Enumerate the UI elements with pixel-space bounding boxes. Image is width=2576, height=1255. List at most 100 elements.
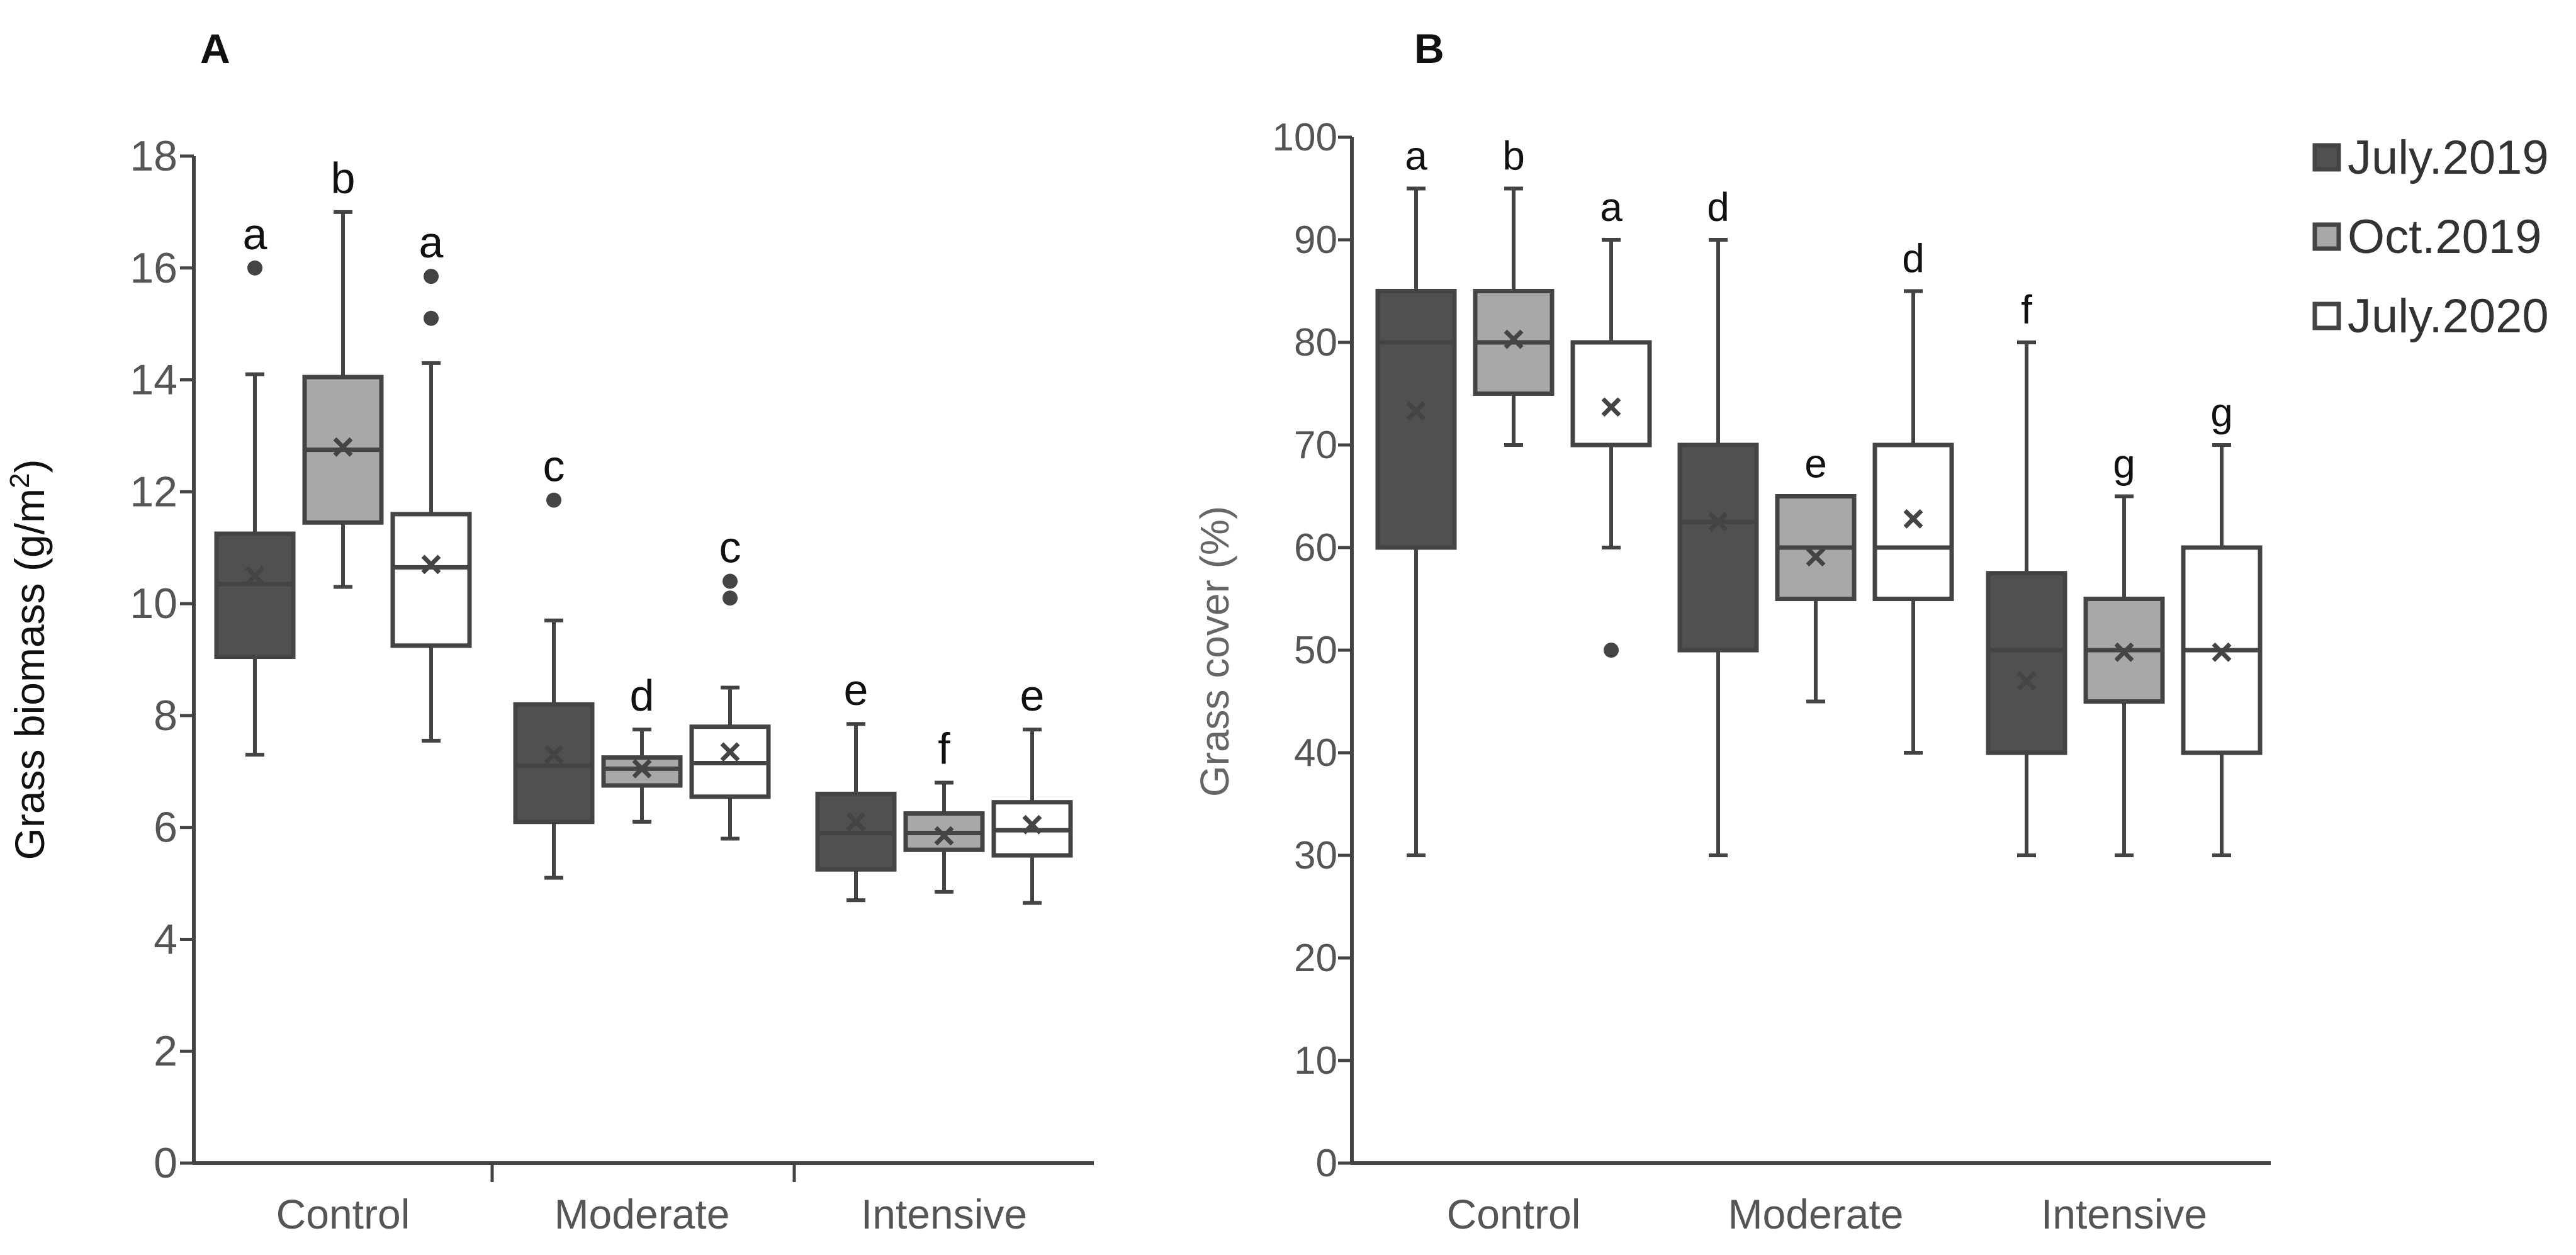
box-moderate-oct-2019: e [1775,441,1857,704]
y-tick-label: 90 [1294,218,1337,262]
significance-letter: f [2021,287,2032,332]
outlier-point [424,269,439,284]
box-moderate-oct-2019: d [601,671,683,824]
x-category-label-intensive: Intensive [861,1191,1027,1237]
y-axis-title: Grass cover (%) [1192,506,1237,797]
x-category-label-control: Control [1447,1191,1581,1237]
mean-marker [1022,814,1042,835]
significance-letter: d [630,671,655,720]
significance-letter: g [2210,390,2233,435]
x-category-label-moderate: Moderate [1728,1191,1904,1237]
mean-marker [846,812,866,832]
x-category-label-moderate: Moderate [554,1191,730,1237]
box-control-july-2019: a [1375,133,1457,857]
y-tick-label: 18 [130,132,177,180]
y-tick-label: 50 [1294,629,1337,672]
y-tick-label: 100 [1273,116,1337,159]
mean-marker [934,826,954,846]
outlier-point [247,260,262,276]
box-control-oct-2019: b [1473,133,1555,447]
box-iqr [1570,340,1652,447]
y-tick-label: 14 [130,356,177,404]
mean-marker [1406,401,1426,421]
outlier-point [1604,643,1619,658]
box-moderate-july-2019: c [513,442,595,880]
y-tick-label: 20 [1294,937,1337,980]
legend-label-july-2020: July.2020 [2348,290,2549,343]
significance-letter: e [844,665,869,714]
mean-marker [1601,397,1621,417]
y-tick-label: 10 [1294,1039,1337,1083]
mean-marker [1806,547,1826,567]
y-tick-label: 70 [1294,424,1337,467]
box-intensive-oct-2019: f [903,724,985,894]
mean-marker [333,437,353,457]
box-moderate-july-2019: d [1677,184,1759,857]
y-tick-label: 12 [130,468,177,515]
outlier-point [723,573,738,589]
box-iqr [1986,571,2067,755]
significance-letter: d [1902,236,1925,281]
legend-swatch-july-2020 [2312,301,2341,330]
box-iqr [214,531,296,660]
mean-marker [632,758,652,779]
mean-marker [421,554,441,575]
box-intensive-july-2019: e [815,665,897,903]
panel-a: A 0 2 4 6 8 10 12 14 16 18 Control Moderate Intensive… [4,25,1094,1237]
legend: July.2019 Oct.2019 July.2020 [2312,131,2549,343]
outlier-point [424,310,439,326]
y-tick-label: 30 [1294,834,1337,877]
x-category-label-control: Control [276,1191,410,1237]
significance-letter: a [243,210,267,259]
mean-marker [2114,642,2134,662]
legend-swatch-july-2019 [2312,143,2341,172]
y-tick-label: 80 [1294,321,1337,364]
legend-label-oct-2019: Oct.2019 [2348,210,2541,264]
box-intensive-july-2020: e [991,671,1073,905]
x-category-label-intensive: Intensive [2041,1191,2207,1237]
legend-label-july-2019: July.2019 [2348,131,2549,184]
y-tick-label: 0 [1316,1142,1337,1185]
box-iqr [390,512,472,648]
y-tick-label: 10 [130,580,177,628]
significance-letter: c [543,442,565,491]
y-tick-label: 40 [1294,731,1337,775]
box-iqr [1375,289,1457,550]
box-control-july-2020: a [1570,184,1652,658]
y-tick-label: 16 [130,244,177,292]
box-moderate-july-2020: c [689,523,771,841]
significance-letter: a [419,218,444,267]
mean-marker [1504,329,1524,349]
box-moderate-july-2020: d [1872,236,1954,755]
significance-letter: a [1405,133,1427,179]
box-intensive-july-2019: f [1986,287,2067,857]
y-tick-label: 4 [154,915,177,963]
outlier-point [723,590,738,606]
y-tick-label: 2 [154,1027,177,1075]
y-tick-label: 0 [154,1139,177,1187]
box-intensive-july-2020: g [2181,390,2263,857]
panel-label-b: B [1414,25,1444,72]
significance-letter: b [331,154,356,203]
box-control-july-2019: a [214,210,296,757]
y-tick-label: 8 [154,692,177,740]
significance-letter: b [1502,133,1525,179]
legend-swatch-oct-2019 [2312,222,2341,251]
panel-label-a: A [200,25,230,72]
y-tick-label: 60 [1294,526,1337,570]
significance-letter: f [938,724,950,774]
mean-marker [1708,512,1728,532]
mean-marker [1903,509,1923,529]
significance-letter: a [1600,184,1623,230]
box-iqr [513,702,595,824]
outlier-point [546,492,561,508]
y-axis-title: Grass biomass (g/m2) [4,459,53,860]
mean-marker [245,566,265,586]
box-intensive-oct-2019: g [2083,441,2165,857]
box-iqr [1677,442,1759,653]
box-control-oct-2019: b [302,154,384,589]
significance-letter: g [2113,441,2135,487]
significance-letter: c [719,523,741,572]
significance-letter: e [1804,441,1827,487]
